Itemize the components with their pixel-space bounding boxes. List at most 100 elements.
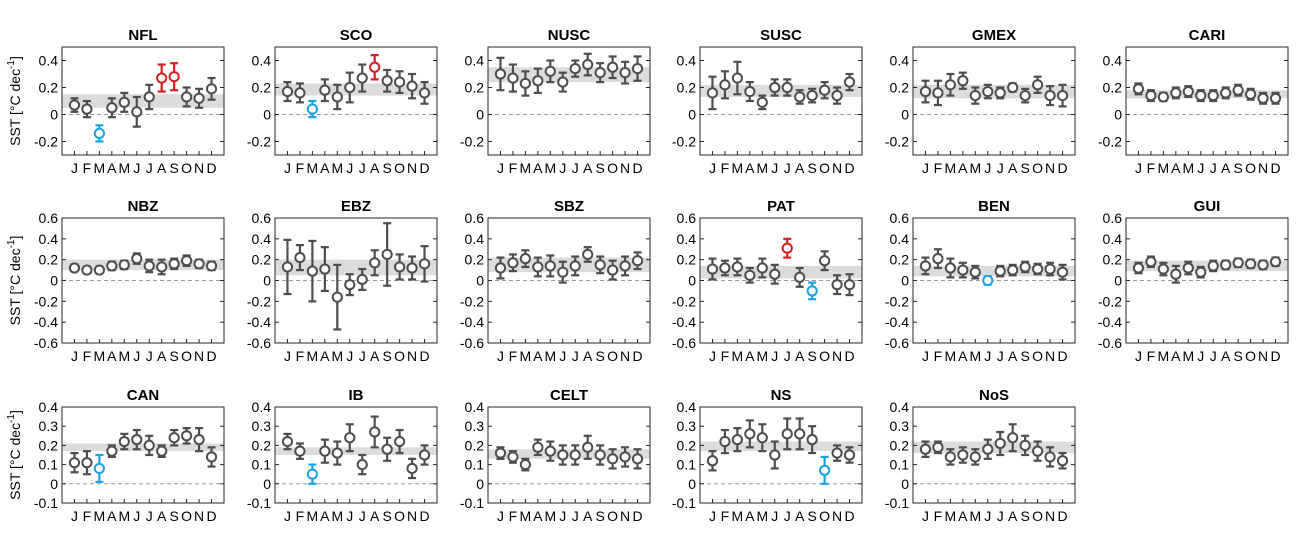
errorbar-j-1 xyxy=(494,256,507,280)
data-point xyxy=(319,445,331,457)
xtick-label: J xyxy=(771,508,778,524)
data-point xyxy=(744,428,756,440)
errorbar-j-7 xyxy=(781,417,793,451)
data-point xyxy=(1257,92,1269,104)
ytick-label: 0.6 xyxy=(39,210,59,226)
xtick-label: O xyxy=(1245,348,1256,364)
data-point xyxy=(394,261,406,273)
data-point xyxy=(794,428,806,440)
data-point xyxy=(507,451,519,463)
ytick-label: 0.6 xyxy=(1103,210,1123,226)
ytick-label: 0.4 xyxy=(39,399,59,415)
xtick-label: F xyxy=(721,160,730,176)
xtick-label: S xyxy=(595,348,604,364)
xtick-label: N xyxy=(620,508,630,524)
xtick-label: M xyxy=(307,348,319,364)
data-point xyxy=(706,87,719,99)
xtick-label: O xyxy=(819,348,830,364)
xtick-label: A xyxy=(1008,348,1018,364)
xtick-label: J xyxy=(559,348,566,364)
errorbar-a-8 xyxy=(156,258,168,276)
errorbar-m-3 xyxy=(93,264,105,276)
errorbar-d-12 xyxy=(205,260,218,272)
data-point xyxy=(957,264,969,276)
ytick-label: -0.2 xyxy=(34,293,58,309)
data-point xyxy=(781,242,793,254)
data-point xyxy=(131,106,143,118)
xtick-label: M xyxy=(1158,348,1170,364)
axes-box xyxy=(487,406,651,504)
errorbar-m-5 xyxy=(331,263,343,331)
data-point xyxy=(957,75,969,87)
ytick-label: -0.1 xyxy=(885,495,909,511)
xtick-label: J xyxy=(572,348,579,364)
data-point xyxy=(1132,83,1145,95)
errorbar-m-3 xyxy=(519,457,531,472)
errorbar-j-7 xyxy=(569,59,581,78)
ytick-label: -0.4 xyxy=(885,314,909,330)
errorbar-j-7 xyxy=(781,237,793,259)
trend-band xyxy=(62,259,224,271)
xtick-label: F xyxy=(83,160,92,176)
errorbar-j-6 xyxy=(769,78,781,97)
data-point xyxy=(557,449,569,461)
panel-title: NS xyxy=(771,387,792,404)
ytick-label: 0.4 xyxy=(677,399,697,415)
xtick-label: J xyxy=(559,508,566,524)
errorbar-d-12 xyxy=(843,72,856,92)
ytick-label: -0.1 xyxy=(247,495,271,511)
errorbar-j-7 xyxy=(1207,89,1219,103)
errorbar-j-1 xyxy=(281,238,294,296)
errorbar-a-8 xyxy=(369,53,381,81)
axes-box xyxy=(274,46,438,156)
xtick-label: S xyxy=(1020,160,1029,176)
xtick-label: A xyxy=(533,348,543,364)
ytick-label: -0.2 xyxy=(672,293,696,309)
data-point xyxy=(1056,455,1069,467)
errorbar-m-3 xyxy=(944,72,956,97)
errorbar-m-5 xyxy=(118,432,130,451)
data-point xyxy=(1182,85,1194,98)
xtick-label: J xyxy=(784,508,791,524)
errorbar-s-9 xyxy=(381,436,393,462)
ylabel-prefix: SST [ xyxy=(7,291,23,326)
errorbar-n-11 xyxy=(193,87,205,109)
errorbar-m-5 xyxy=(969,448,981,466)
data-point xyxy=(994,437,1006,450)
errorbar-j-7 xyxy=(994,264,1006,278)
data-point xyxy=(118,96,130,108)
data-point xyxy=(932,441,944,453)
data-point xyxy=(994,87,1006,99)
errorbar-s-9 xyxy=(594,255,606,275)
errorbar-j-6 xyxy=(557,260,569,284)
errorbar-j-1 xyxy=(919,440,932,459)
data-point xyxy=(1019,261,1031,273)
ytick-label: 0.3 xyxy=(252,418,272,434)
xtick-label: N xyxy=(194,508,204,524)
ytick-label: 0.2 xyxy=(252,437,272,453)
xtick-label: S xyxy=(169,508,178,524)
xtick-label: A xyxy=(370,508,380,524)
ytick-label: 0.6 xyxy=(677,210,697,226)
xtick-label: O xyxy=(394,160,405,176)
errorbar-j-1 xyxy=(706,75,719,111)
data-point xyxy=(1145,256,1157,268)
xtick-label: J xyxy=(1197,348,1204,364)
xtick-label: M xyxy=(118,508,130,524)
ytick-label: 0 xyxy=(263,273,271,289)
errorbar-d-12 xyxy=(1056,263,1069,281)
axes-box xyxy=(912,46,1076,156)
xtick-label: A xyxy=(958,508,968,524)
xtick-label: O xyxy=(819,508,830,524)
ytick-label: 0.2 xyxy=(890,252,910,268)
errorbar-j-7 xyxy=(356,267,368,291)
data-point xyxy=(594,67,606,79)
panel-title: EBZ xyxy=(341,198,371,215)
data-point xyxy=(294,445,306,457)
data-point xyxy=(843,279,856,291)
errorbar-f-2 xyxy=(932,440,944,455)
errorbar-a-4 xyxy=(319,78,331,103)
errorbar-n-11 xyxy=(406,72,418,100)
